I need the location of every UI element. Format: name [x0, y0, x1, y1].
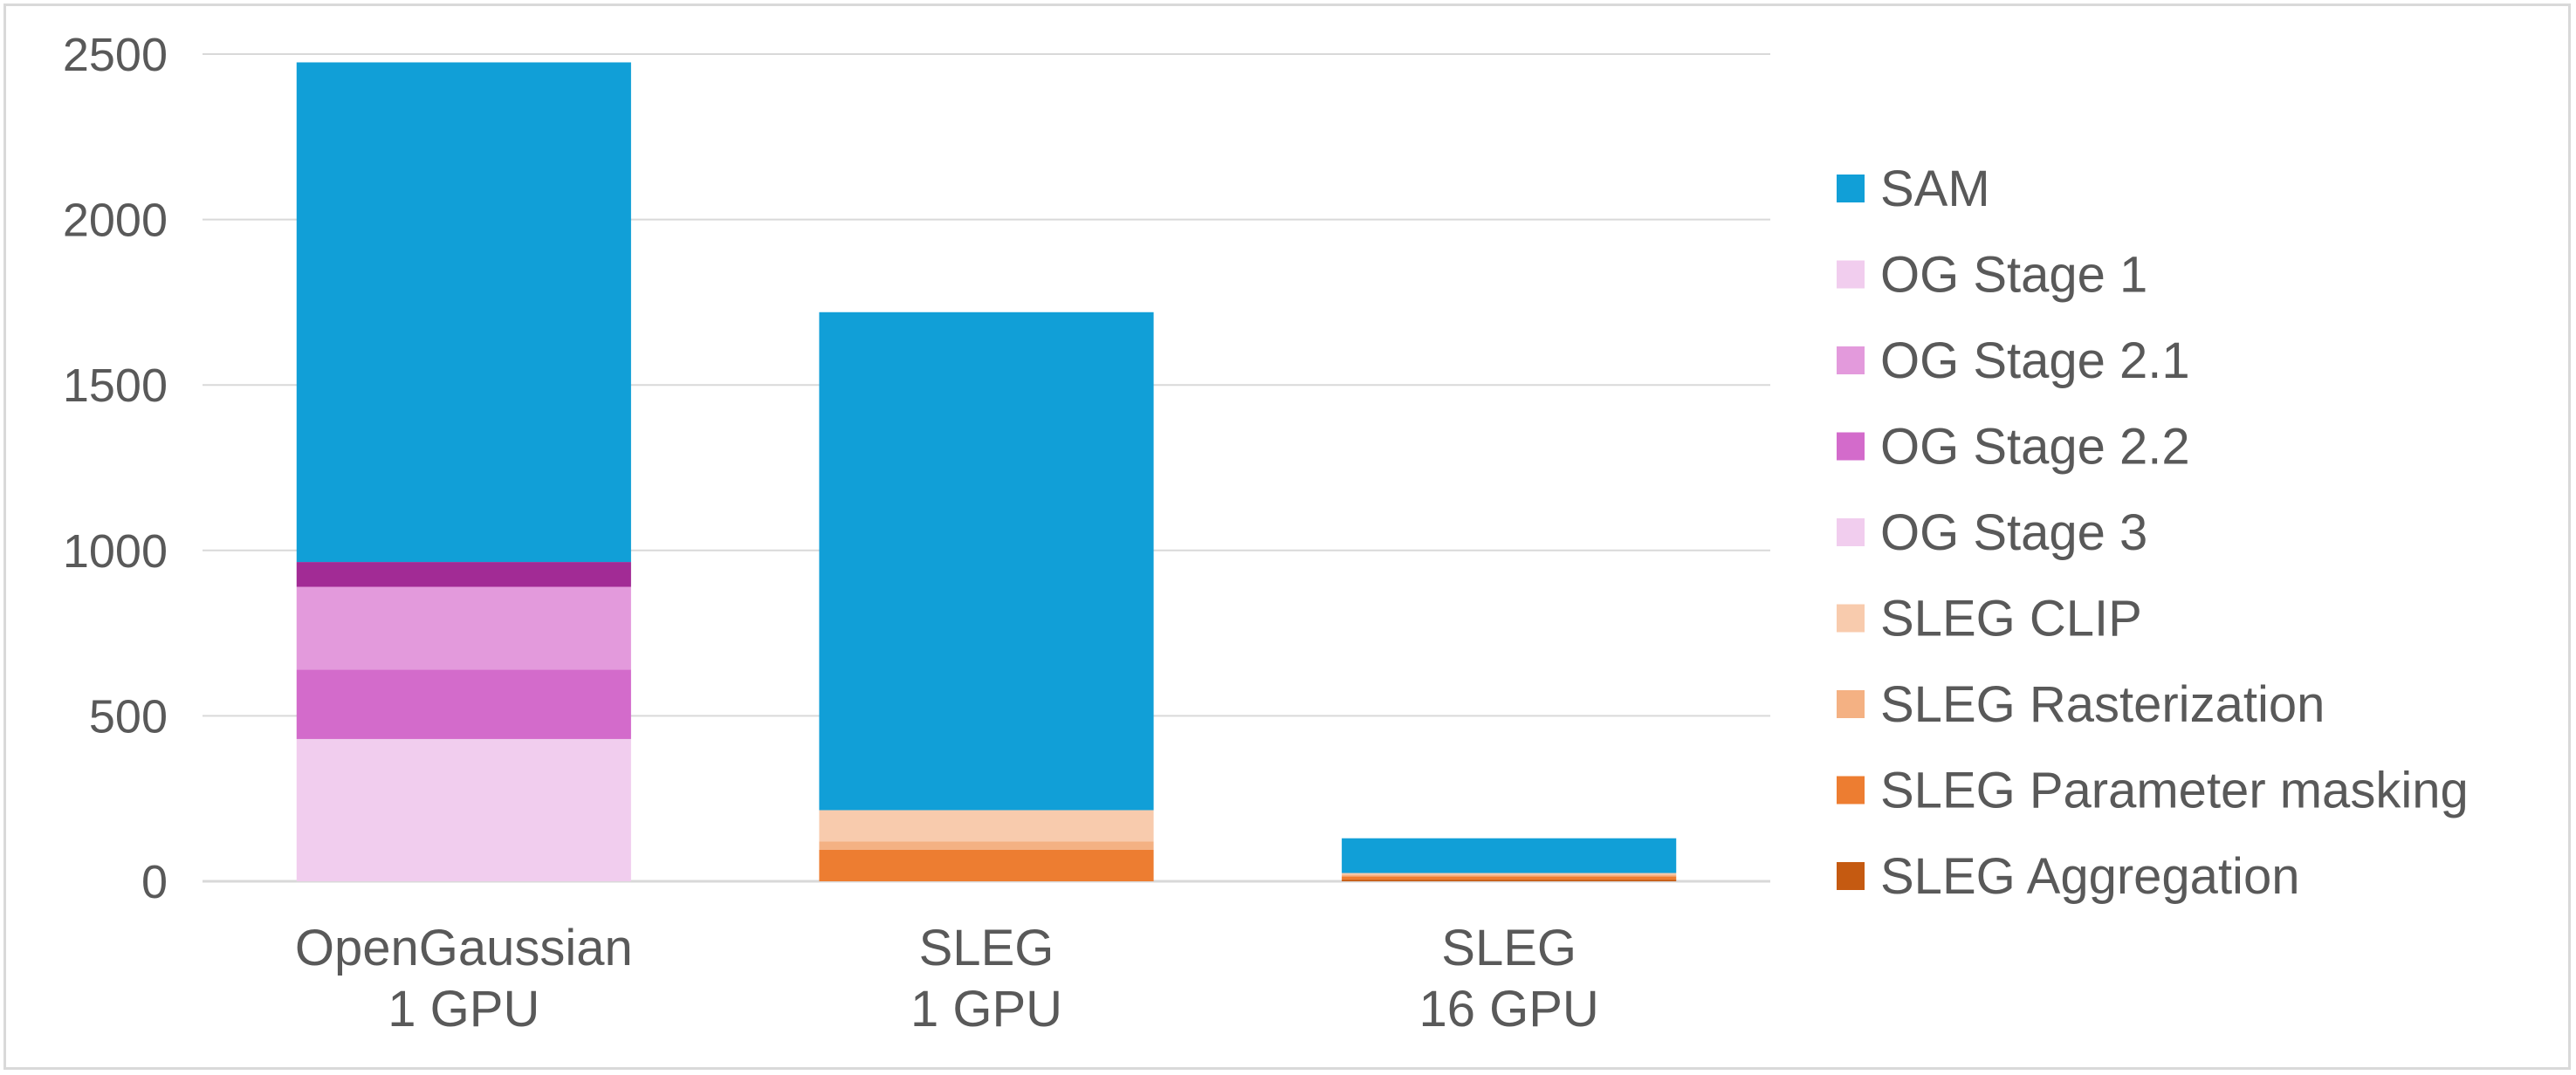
legend-label-og-stage-3: OG Stage 3 [1880, 504, 2147, 561]
bar-segment-og-stage-1 [296, 562, 631, 587]
bar-segment-og-stage-3 [296, 738, 631, 881]
y-tick-label: 1000 [63, 525, 168, 578]
legend-swatch-sleg-aggregation [1837, 862, 1865, 890]
legend-swatch-sleg-parameter-masking [1837, 776, 1865, 805]
legend-label-sam: SAM [1880, 161, 1990, 217]
legend-label-sleg-rasterization: SLEG Rasterization [1880, 676, 2325, 733]
legend-label-og-stage-1: OG Stage 1 [1880, 247, 2147, 304]
legend-label-sleg-parameter-masking: SLEG Parameter masking [1880, 763, 2469, 819]
legend-label-og-stage-2-2: OG Stage 2.2 [1880, 419, 2190, 476]
bar-segment-sleg-parameter-masking [819, 849, 1154, 881]
bar-segment-og-stage-2-1 [296, 586, 631, 670]
legend-swatch-sam [1837, 175, 1865, 202]
x-tick-label: 1 GPU [388, 981, 539, 1037]
bar-segment-sleg-parameter-masking [1342, 876, 1677, 880]
bar-segment-sam [1342, 838, 1677, 873]
y-tick-label: 2000 [63, 195, 168, 247]
legend: SAM OG Stage 1 OG Stage 2.1 OG Stage 2.2 OG … [1837, 161, 2469, 905]
x-tick-label: SLEG [1441, 920, 1577, 976]
y-tick-label: 2500 [63, 29, 168, 81]
x-tick-label: 1 GPU [910, 981, 1062, 1037]
bar-segment-og-stage-2-2 [296, 669, 631, 739]
y-tick-label: 0 [141, 856, 168, 908]
legend-label-sleg-clip: SLEG CLIP [1880, 591, 2142, 647]
bar-segment-sleg-aggregation [1342, 880, 1677, 881]
legend-label-og-stage-2-1: OG Stage 2.1 [1880, 332, 2190, 389]
legend-swatch-og-stage-2-2 [1837, 432, 1865, 461]
legend-swatch-og-stage-1 [1837, 260, 1865, 289]
bar-segment-sleg-rasterization [819, 841, 1154, 850]
legend-swatch-og-stage-2-1 [1837, 346, 1865, 374]
bar-segment-sleg-clip [1342, 873, 1677, 875]
legend-swatch-sleg-clip [1837, 604, 1865, 633]
x-tick-label: SLEG [919, 920, 1054, 976]
y-tick-label: 500 [89, 690, 168, 743]
x-tick-label: OpenGaussian [295, 920, 633, 976]
legend-swatch-og-stage-3 [1837, 518, 1865, 546]
bar-segment-sam [819, 312, 1154, 811]
bar-segment-sleg-rasterization [1342, 874, 1677, 877]
legend-label-sleg-aggregation: SLEG Aggregation [1880, 848, 2299, 905]
y-tick-label: 1500 [63, 359, 168, 412]
bar-segment-sam [296, 62, 631, 563]
x-tick-label: 16 GPU [1419, 981, 1599, 1037]
bar-segment-sleg-clip [819, 810, 1154, 842]
bars [296, 62, 1677, 881]
legend-swatch-sleg-rasterization [1837, 690, 1865, 718]
